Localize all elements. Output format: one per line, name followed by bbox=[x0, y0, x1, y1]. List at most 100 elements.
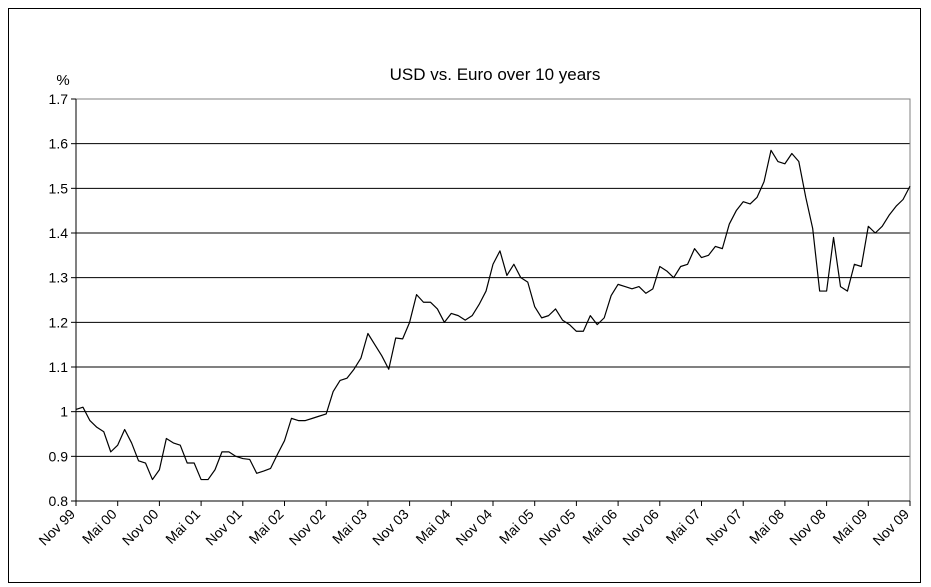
data-point bbox=[207, 479, 209, 481]
x-tick-label: Nov 05 bbox=[536, 506, 579, 549]
data-point bbox=[715, 246, 717, 248]
x-axis-ticks: Nov 99 Mai 00 Nov 00 Mai 01 Nov 01 Mai 02 Nov … bbox=[35, 99, 912, 548]
x-tick-label: Nov 99 bbox=[35, 506, 78, 549]
x-tick-label: Mai 05 bbox=[496, 506, 537, 547]
data-point bbox=[881, 226, 883, 228]
data-point bbox=[409, 322, 411, 324]
x-tick-label: Mai 06 bbox=[579, 506, 620, 547]
data-point bbox=[895, 205, 897, 207]
data-point bbox=[353, 368, 355, 370]
data-point bbox=[791, 153, 793, 155]
data-point bbox=[430, 301, 432, 303]
data-point bbox=[596, 324, 598, 326]
data-point bbox=[624, 286, 626, 288]
data-point bbox=[179, 444, 181, 446]
data-point bbox=[228, 451, 230, 453]
data-point bbox=[277, 453, 279, 455]
data-point bbox=[638, 286, 640, 288]
x-tick-label: Mai 04 bbox=[412, 506, 453, 547]
y-axis-label: % bbox=[56, 72, 69, 89]
data-point bbox=[173, 442, 175, 444]
data-point bbox=[770, 150, 772, 152]
plot-area bbox=[75, 98, 911, 502]
data-point bbox=[555, 308, 557, 310]
x-tick-label: Mai 03 bbox=[329, 506, 370, 547]
y-axis-ticks: 0.8 0.9 1 1.1 1.2 1.3 1.4 1.5 1.6 1.7 bbox=[49, 91, 76, 509]
data-point bbox=[868, 226, 870, 228]
data-point bbox=[701, 257, 703, 259]
data-point bbox=[103, 431, 105, 433]
data-point bbox=[722, 248, 724, 250]
data-point bbox=[256, 473, 258, 475]
x-tick-label: Nov 00 bbox=[119, 506, 162, 549]
data-point bbox=[270, 468, 272, 470]
data-point bbox=[645, 293, 647, 295]
x-tick-label: Nov 03 bbox=[369, 506, 412, 549]
data-point bbox=[193, 462, 195, 464]
data-point bbox=[680, 266, 682, 268]
data-point bbox=[819, 290, 821, 292]
data-point bbox=[312, 418, 314, 420]
y-tick-label: 1.3 bbox=[49, 270, 69, 286]
y-tick-label: 1.1 bbox=[49, 359, 69, 375]
data-point bbox=[534, 306, 536, 308]
x-tick-label: Nov 02 bbox=[286, 506, 329, 549]
data-point bbox=[235, 456, 237, 458]
data-point bbox=[318, 415, 320, 417]
data-point bbox=[562, 319, 564, 321]
data-point bbox=[583, 330, 585, 332]
data-point bbox=[110, 451, 112, 453]
data-point bbox=[360, 357, 362, 359]
data-point bbox=[89, 420, 91, 422]
usd-euro-line bbox=[75, 149, 911, 481]
data-point bbox=[492, 263, 494, 265]
data-point bbox=[451, 313, 453, 315]
data-point bbox=[617, 284, 619, 286]
data-point bbox=[478, 304, 480, 306]
data-point bbox=[631, 288, 633, 290]
series-layer bbox=[75, 149, 911, 481]
data-point bbox=[590, 315, 592, 317]
data-point bbox=[444, 322, 446, 324]
y-tick-label: 1.2 bbox=[49, 314, 69, 330]
data-point bbox=[749, 203, 751, 205]
data-point bbox=[145, 462, 147, 464]
data-point bbox=[673, 277, 675, 279]
data-point bbox=[659, 266, 661, 268]
data-point bbox=[402, 338, 404, 340]
data-point bbox=[541, 317, 543, 319]
data-point bbox=[708, 255, 710, 257]
data-point bbox=[367, 333, 369, 335]
data-point bbox=[909, 185, 911, 187]
data-point bbox=[298, 420, 300, 422]
x-tick-label: Mai 02 bbox=[246, 506, 287, 547]
line-chart: USD vs. Euro over 10 years % 0.8 0.9 1 1.1 1… bbox=[35, 65, 912, 548]
data-point bbox=[513, 263, 515, 265]
data-point bbox=[388, 368, 390, 370]
data-point bbox=[96, 427, 98, 429]
data-point bbox=[784, 163, 786, 165]
data-point bbox=[520, 277, 522, 279]
data-point bbox=[610, 295, 612, 297]
y-tick-label: 1 bbox=[60, 404, 68, 420]
data-point bbox=[652, 288, 654, 290]
data-point bbox=[777, 161, 779, 163]
data-point bbox=[694, 248, 696, 250]
data-point bbox=[117, 444, 119, 446]
data-point bbox=[854, 263, 856, 265]
y-tick-label: 1.7 bbox=[49, 91, 69, 107]
data-point bbox=[200, 479, 202, 481]
data-point bbox=[902, 199, 904, 201]
x-tick-label: Mai 07 bbox=[663, 506, 704, 547]
data-point bbox=[471, 315, 473, 317]
data-point bbox=[346, 377, 348, 379]
x-tick-label: Nov 07 bbox=[703, 506, 746, 549]
data-point bbox=[249, 459, 251, 461]
data-point bbox=[527, 281, 529, 283]
data-point bbox=[742, 201, 744, 203]
data-point bbox=[82, 406, 84, 408]
data-point bbox=[506, 275, 508, 277]
x-tick-label: Nov 01 bbox=[202, 506, 245, 549]
data-point bbox=[798, 161, 800, 163]
data-point bbox=[888, 214, 890, 216]
